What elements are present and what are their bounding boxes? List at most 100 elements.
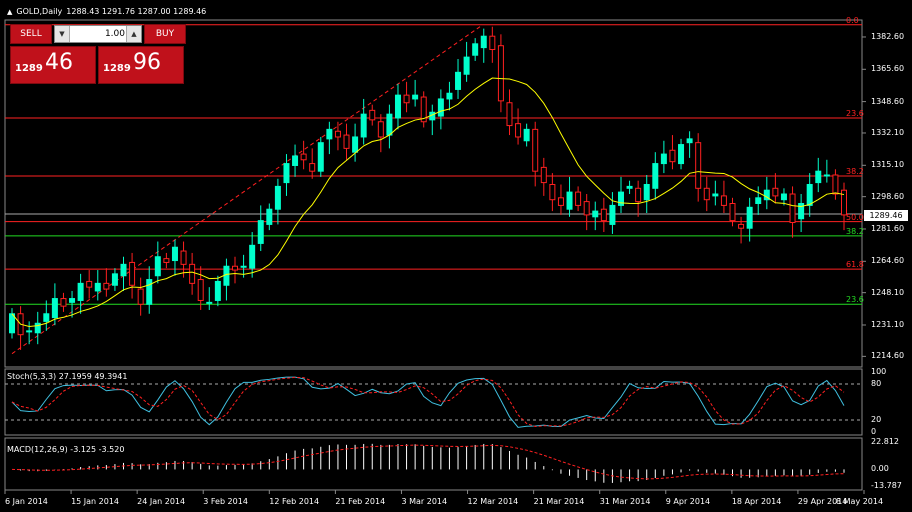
price-axis-label: 1248.10	[871, 287, 905, 297]
sell-quote-pips: 46	[45, 50, 73, 75]
candle-body	[257, 220, 264, 244]
candle-body	[617, 191, 624, 206]
candle-body	[746, 206, 753, 229]
date-axis-label: 8 May 2014	[836, 497, 884, 506]
candle-body	[480, 35, 487, 49]
candle-body	[86, 280, 93, 288]
sell-quote-prefix: 1289	[15, 63, 43, 74]
candle-body	[772, 187, 779, 197]
candle-body	[806, 183, 813, 206]
candle-body	[420, 96, 427, 123]
candle-body	[763, 189, 770, 201]
candle-body	[360, 113, 367, 138]
candle-body	[609, 204, 616, 225]
candle-body	[583, 201, 590, 216]
candle-body	[386, 113, 393, 136]
candle-body	[343, 134, 350, 149]
candle-body	[129, 261, 136, 286]
candle-body	[841, 189, 847, 216]
macd-axis-label: 0.00	[871, 464, 889, 474]
symbol-label: GOLD,Daily	[16, 7, 63, 16]
date-axis-label: 3 Feb 2014	[203, 497, 248, 506]
fibonacci-level-label: 50.0	[846, 212, 864, 222]
candle-body	[455, 71, 462, 90]
candle-body	[249, 244, 256, 269]
candle-body	[223, 265, 230, 286]
fibonacci-level-label: 38.2	[846, 226, 864, 236]
sell-button[interactable]: SELL	[10, 24, 52, 44]
candle-body	[369, 109, 376, 121]
candle-body	[489, 35, 496, 51]
candle-body	[626, 185, 633, 189]
fibonacci-level-label: 0.0	[846, 15, 859, 25]
date-axis-label: 12 Mar 2014	[467, 497, 519, 506]
stoch-axis-label: 80	[871, 379, 882, 388]
macd-signal-line	[11, 444, 845, 480]
price-axis-label: 1382.60	[871, 31, 905, 41]
date-axis-label: 9 Apr 2014	[665, 497, 711, 506]
candle-body	[515, 123, 522, 138]
candle-body	[352, 136, 359, 153]
candle-body	[171, 246, 178, 262]
date-axis-label: 18 Apr 2014	[731, 497, 782, 506]
price-axis-label: 1264.60	[871, 256, 905, 266]
candle-body	[266, 208, 273, 225]
candle-body	[274, 185, 281, 210]
candle-body	[592, 210, 599, 218]
moving-average-line	[11, 77, 845, 327]
buy-button[interactable]: BUY	[144, 24, 186, 44]
candle-body	[540, 166, 547, 184]
price-axis-label: 1315.10	[871, 160, 905, 170]
price-axis-label: 1281.60	[871, 223, 905, 233]
date-axis-label: 12 Feb 2014	[269, 497, 320, 506]
candle-body	[532, 128, 539, 172]
chart-title: ▲ GOLD,Daily 1288.43 1291.76 1287.00 128…	[7, 7, 206, 16]
candle-body	[317, 142, 324, 172]
candle-body	[695, 142, 702, 189]
sell-quote[interactable]: 1289 46	[10, 46, 96, 84]
candle-body	[137, 288, 144, 305]
buy-quote-prefix: 1289	[103, 63, 131, 74]
price-axis-label: 1298.60	[871, 191, 905, 201]
lot-decrease-icon[interactable]: ▼	[55, 26, 70, 42]
lot-size-input[interactable]: 1.00	[104, 29, 125, 39]
candle-body	[798, 203, 805, 220]
candle-body	[34, 322, 41, 334]
macd-axis-label: 22.812	[871, 437, 899, 446]
stoch-signal-line	[11, 376, 845, 428]
candle-body	[549, 183, 556, 201]
lot-size-stepper[interactable]: ▼ 1.00 ▲	[54, 25, 142, 43]
candle-body	[789, 193, 796, 224]
candle-body	[678, 144, 685, 165]
candle-body	[26, 330, 33, 333]
candle-body	[154, 256, 161, 277]
candle-body	[189, 263, 196, 284]
candle-body	[446, 92, 453, 100]
candle-body	[720, 195, 727, 206]
candle-body	[635, 187, 642, 203]
candle-body	[292, 155, 299, 166]
candle-body	[146, 279, 153, 305]
candle-body	[103, 282, 110, 290]
macd-title: MACD(12,26,9) -3.125 -3.520	[7, 445, 125, 454]
candle-body	[686, 138, 693, 144]
macd-pane-border	[4, 437, 863, 491]
candle-body	[755, 197, 762, 205]
main-pane-border	[4, 19, 863, 368]
candle-body	[412, 94, 419, 100]
candle-body	[669, 149, 676, 163]
collapse-triangle-icon[interactable]: ▲	[7, 7, 13, 16]
candle-body	[497, 45, 504, 102]
candle-body	[300, 153, 307, 161]
candle-body	[437, 98, 444, 117]
lot-increase-icon[interactable]: ▲	[126, 26, 141, 42]
macd-axis-label: -13.787	[871, 481, 902, 490]
candle-body	[832, 174, 839, 195]
candle-body	[472, 43, 479, 56]
candle-body	[206, 301, 213, 304]
candle-body	[660, 153, 667, 165]
candle-body	[557, 197, 564, 206]
buy-quote[interactable]: 1289 96	[98, 46, 184, 84]
